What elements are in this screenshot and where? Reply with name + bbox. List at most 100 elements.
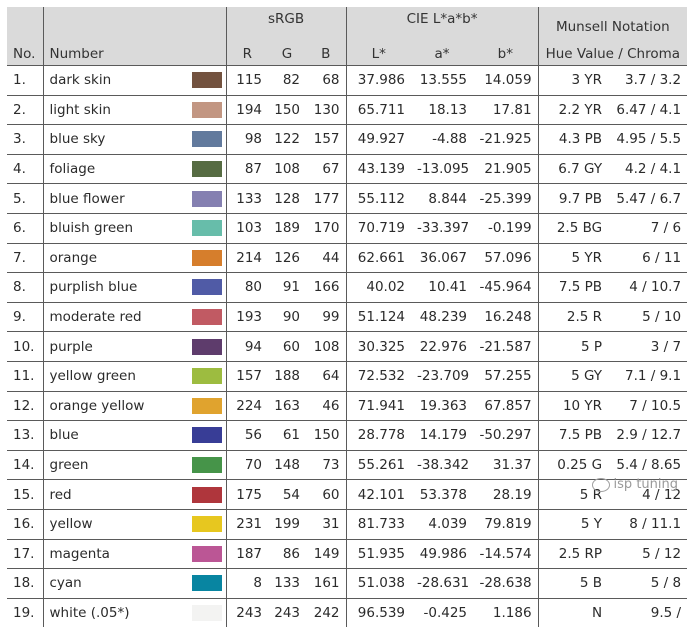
color-swatch — [192, 457, 222, 473]
cell-no: 5. — [7, 184, 43, 214]
color-swatch — [192, 516, 222, 532]
cell-name: blue sky — [43, 125, 188, 155]
cell-hue: 5 Y — [538, 509, 608, 539]
cell-hue: 5 P — [538, 332, 608, 362]
cell-l: 62.661 — [346, 243, 411, 273]
cell-hue: 9.7 PB — [538, 184, 608, 214]
cell-no: 2. — [7, 95, 43, 125]
color-swatch — [192, 102, 222, 118]
cell-g: 199 — [268, 509, 306, 539]
cell-b: 161 — [306, 569, 346, 599]
cell-no: 17. — [7, 539, 43, 569]
color-checker-table: No. Number sRGB CIE L*a*b* Munsell Notat… — [7, 7, 687, 627]
cell-hue: 5 GY — [538, 361, 608, 391]
cell-swatch — [188, 302, 226, 332]
cell-hue: 7.5 PB — [538, 421, 608, 451]
header-l: L* — [346, 42, 411, 66]
cell-b: 44 — [306, 243, 346, 273]
cell-name: purple — [43, 332, 188, 362]
cell-swatch — [188, 213, 226, 243]
header-bstar: b* — [473, 42, 538, 66]
cell-swatch — [188, 598, 226, 627]
cell-name: orange — [43, 243, 188, 273]
page: No. Number sRGB CIE L*a*b* Munsell Notat… — [0, 0, 690, 512]
cell-a: -13.095 — [411, 154, 473, 184]
cell-value-chroma: 7 / 10.5 — [608, 391, 687, 421]
color-swatch — [192, 605, 222, 621]
cell-r: 87 — [226, 154, 268, 184]
watermark-text: isp tuning — [614, 477, 678, 492]
color-swatch — [192, 546, 222, 562]
cell-swatch — [188, 154, 226, 184]
cell-g: 86 — [268, 539, 306, 569]
cell-value-chroma: 5.4 / 8.65 — [608, 450, 687, 480]
header-no: No. — [7, 7, 43, 66]
cell-value-chroma: 4.95 / 5.5 — [608, 125, 687, 155]
cell-l: 55.261 — [346, 450, 411, 480]
cell-value-chroma: 7 / 6 — [608, 213, 687, 243]
cell-name: bluish green — [43, 213, 188, 243]
cell-no: 10. — [7, 332, 43, 362]
cell-r: 98 — [226, 125, 268, 155]
cell-g: 91 — [268, 273, 306, 303]
cell-a: -0.425 — [411, 598, 473, 627]
cell-r: 80 — [226, 273, 268, 303]
cell-a: -33.397 — [411, 213, 473, 243]
color-swatch — [192, 131, 222, 147]
cell-bstar: -21.925 — [473, 125, 538, 155]
cell-r: 187 — [226, 539, 268, 569]
cell-b: 170 — [306, 213, 346, 243]
cell-hue: 2.5 RP — [538, 539, 608, 569]
cell-name: white (.05*) — [43, 598, 188, 627]
cell-bstar: 1.186 — [473, 598, 538, 627]
cell-name: blue — [43, 421, 188, 451]
cell-l: 30.325 — [346, 332, 411, 362]
cell-r: 193 — [226, 302, 268, 332]
cell-swatch — [188, 184, 226, 214]
cell-g: 128 — [268, 184, 306, 214]
cell-swatch — [188, 332, 226, 362]
cell-no: 8. — [7, 273, 43, 303]
cell-bstar: 57.096 — [473, 243, 538, 273]
cell-r: 103 — [226, 213, 268, 243]
cell-no: 13. — [7, 421, 43, 451]
cell-bstar: 31.37 — [473, 450, 538, 480]
cell-l: 28.778 — [346, 421, 411, 451]
cell-g: 90 — [268, 302, 306, 332]
cell-b: 130 — [306, 95, 346, 125]
cell-l: 71.941 — [346, 391, 411, 421]
cell-l: 37.986 — [346, 66, 411, 96]
cell-g: 133 — [268, 569, 306, 599]
cell-g: 189 — [268, 213, 306, 243]
cell-a: -28.631 — [411, 569, 473, 599]
cell-hue: N — [538, 598, 608, 627]
cell-no: 16. — [7, 509, 43, 539]
cell-name: moderate red — [43, 302, 188, 332]
cell-swatch — [188, 391, 226, 421]
cell-name: purplish blue — [43, 273, 188, 303]
cell-g: 54 — [268, 480, 306, 510]
cell-b: 108 — [306, 332, 346, 362]
cell-bstar: 17.81 — [473, 95, 538, 125]
cell-b: 68 — [306, 66, 346, 96]
cell-name: dark skin — [43, 66, 188, 96]
cell-no: 1. — [7, 66, 43, 96]
cell-a: 19.363 — [411, 391, 473, 421]
color-swatch — [192, 279, 222, 295]
cell-name: red — [43, 480, 188, 510]
cell-g: 122 — [268, 125, 306, 155]
cell-name: yellow — [43, 509, 188, 539]
cell-swatch — [188, 66, 226, 96]
color-swatch — [192, 72, 222, 88]
color-swatch — [192, 309, 222, 325]
cell-r: 231 — [226, 509, 268, 539]
cell-hue: 6.7 GY — [538, 154, 608, 184]
